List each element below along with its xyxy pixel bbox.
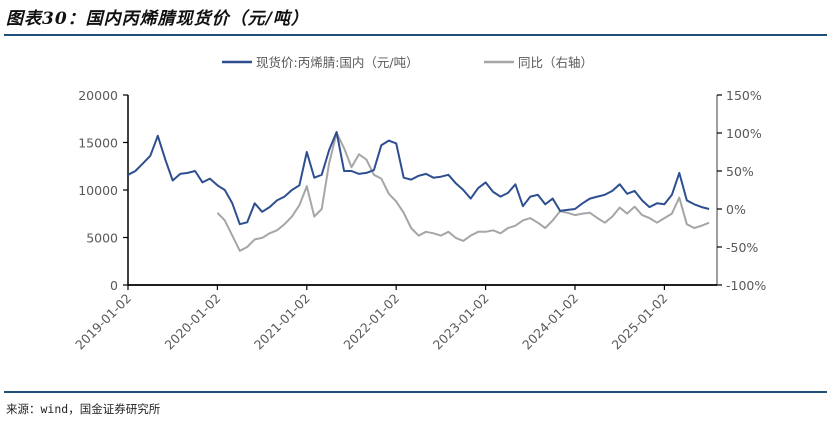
x-tick-label: 2020-01-02	[162, 291, 224, 353]
left-tick-label: 0	[110, 278, 118, 293]
x-tick-label: 2024-01-02	[519, 291, 581, 353]
x-tick-label: 2021-01-02	[251, 291, 313, 353]
x-axis: 2019-01-02 2020-01-02 2021-01-02 2022-01-02…	[72, 284, 717, 353]
right-tick-label: 50%	[726, 164, 754, 179]
x-tick-label: 2019-01-02	[72, 291, 134, 353]
left-tick-label: 15000	[78, 136, 118, 151]
x-tick-label: 2023-01-02	[430, 291, 492, 353]
price-series-line	[127, 131, 710, 226]
legend-label-yoy: 同比（右轴）	[518, 55, 593, 70]
chart-title: 图表30：国内丙烯腈现货价（元/吨）	[6, 9, 309, 29]
legend: 现货价:丙烯腈:国内（元/吨） 同比（右轴）	[222, 55, 593, 70]
right-y-axis: -100% -50% 0% 50% 100% 150%	[716, 88, 766, 293]
source-note: 来源：wind，国金证券研究所	[6, 402, 161, 416]
left-tick-label: 5000	[86, 231, 118, 246]
right-tick-label: 150%	[726, 88, 762, 103]
yoy-series-line	[216, 132, 710, 252]
right-tick-label: -50%	[726, 240, 758, 255]
left-y-axis: 0 5000 10000 15000 20000	[78, 88, 129, 293]
right-tick-label: 100%	[726, 126, 762, 141]
legend-label-price: 现货价:丙烯腈:国内（元/吨）	[256, 55, 419, 70]
x-tick-label: 2022-01-02	[340, 291, 402, 353]
x-tick-label: 2025-01-02	[609, 291, 671, 353]
right-tick-label: 0%	[726, 202, 746, 217]
footer-divider	[4, 391, 827, 393]
left-tick-label: 20000	[78, 88, 118, 103]
right-tick-label: -100%	[726, 278, 766, 293]
header-divider	[4, 34, 827, 36]
left-tick-label: 10000	[78, 183, 118, 198]
